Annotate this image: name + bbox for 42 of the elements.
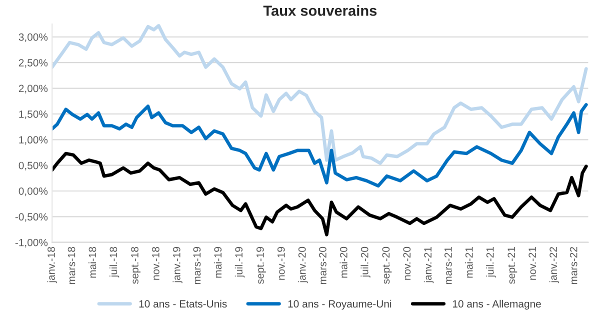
line-series (52, 152, 588, 236)
x-tick-label: sept.-19 (256, 247, 266, 284)
x-tick-label: mars-19 (193, 247, 201, 284)
x-tick-label: janv.-21 (424, 247, 434, 284)
x-tick-label: mars-20 (319, 246, 326, 284)
x-tick-label: mai-20 (340, 246, 348, 278)
x-tick-label: janv.-18 (47, 246, 57, 284)
y-tick-label: 1,00% (19, 136, 48, 145)
x-tick-label: mars-21 (444, 247, 452, 284)
x-tick-label: mars-18 (68, 246, 76, 284)
y-tick-label: 2,50% (18, 59, 48, 68)
x-tick-label: juil.-19 (234, 247, 245, 278)
chart-title: Taux souverains (263, 5, 377, 16)
x-tick-label: mai-18 (88, 246, 96, 278)
y-tick-label: 0,00% (18, 187, 48, 196)
line-series (52, 103, 588, 188)
x-tick-label: mai-19 (214, 247, 222, 278)
x-tick-label: juil.-18 (109, 246, 120, 278)
y-tick-label: -1,00% (15, 238, 48, 248)
x-tick-label: juil.-20 (360, 246, 370, 278)
x-tick-label: sept.-20 (382, 246, 392, 284)
y-tick-label: 3,00% (18, 33, 48, 42)
line-series (52, 24, 588, 165)
y-tick-label: -0,50% (15, 213, 48, 222)
x-tick-label: juil.-21 (486, 247, 496, 278)
x-tick-label: nov.-18 (152, 246, 160, 280)
legend-label: 10 ans - Etats-Unis (139, 300, 227, 308)
legend-label: 10 ans - Allemagne (452, 300, 541, 310)
x-tick-label: mars-22 (570, 247, 578, 284)
x-tick-label: mai-21 (465, 247, 473, 278)
x-tick-label: sept.-21 (508, 247, 518, 284)
x-tick-label: janv.-22 (549, 247, 560, 284)
x-tick-label: janv.-20 (298, 246, 308, 284)
x-tick-label: sept.-18 (131, 246, 140, 284)
x-tick-label: nov.-21 (528, 247, 536, 280)
y-tick-label: 0,50% (18, 162, 48, 170)
y-tick-label: 1,50% (19, 110, 48, 120)
x-tick-label: janv.-19 (172, 247, 182, 284)
legend-label: 10 ans - Royaume-Uni (288, 300, 392, 310)
x-tick-label: nov.-20 (403, 246, 411, 280)
x-tick-label: nov.-19 (277, 247, 285, 280)
y-tick-label: 2,00% (18, 84, 48, 94)
